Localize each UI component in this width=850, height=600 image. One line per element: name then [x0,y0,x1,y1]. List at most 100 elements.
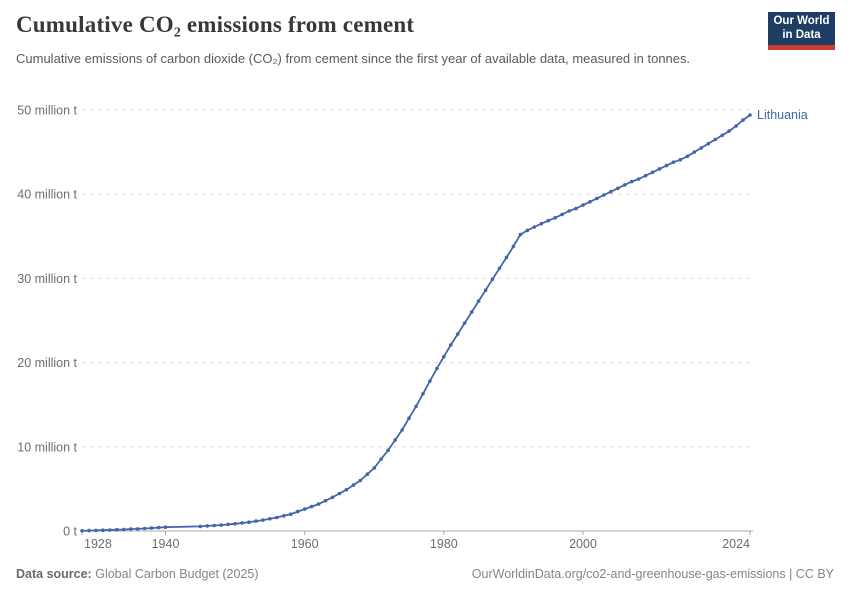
data-point [734,124,738,128]
data-point [358,478,363,483]
data-point [128,527,133,531]
data-point [254,519,258,523]
data-point [101,528,105,532]
data-point [309,504,314,509]
owid-logo-line1: Our World [773,14,830,27]
owid-logo[interactable]: Our World in Data [768,12,835,50]
data-point [122,527,126,532]
data-point [240,521,244,525]
data-point [316,502,321,506]
data-point [205,524,210,528]
data-point [351,483,356,487]
data-point [497,266,502,271]
data-point [94,528,98,533]
data-point [393,438,397,442]
data-point [469,310,474,314]
data-point [428,379,432,383]
chart-footer: Data source: Global Carbon Budget (2025)… [16,567,834,581]
data-point [442,354,446,359]
x-tick-label: 1928 [84,537,112,551]
data-point [588,200,592,204]
data-point [449,343,453,347]
data-point [407,416,411,421]
y-tick-label: 40 million t [17,188,77,202]
data-point [664,163,669,168]
data-source: Data source: Global Carbon Budget (2025) [16,567,259,581]
x-tick-label: 2000 [569,537,597,551]
data-point [386,448,391,453]
data-point [142,526,147,531]
data-point [163,525,168,529]
data-point [476,299,481,303]
data-point [365,472,370,477]
series-line-lithuania[interactable] [81,114,751,532]
data-point [602,193,606,197]
data-point [546,218,550,223]
data-point [595,196,599,201]
data-point [323,498,328,503]
data-point [135,527,140,531]
data-point [560,212,564,217]
data-point [149,526,154,530]
data-point [650,170,655,175]
data-point [609,189,613,194]
owid-logo-line2: in Data [782,28,821,41]
data-point [671,160,676,164]
data-point [685,154,690,159]
data-point [532,225,537,229]
data-point [400,428,404,432]
x-tick-label: 2024 [722,537,750,551]
data-point [636,177,641,181]
data-point [414,404,418,409]
data-point [692,150,697,154]
page-title: Cumulative CO₂ emissions from cement [16,12,415,37]
data-point [330,495,335,500]
y-tick-label: 0 t [63,525,77,539]
data-point [282,514,286,518]
data-point [156,525,161,530]
data-point [490,277,495,281]
line-chart-canvas[interactable]: 0 t 10 million t 20 million t 30 million t 4… [0,95,850,570]
x-tick-label: 1980 [430,537,458,551]
data-point [699,146,704,150]
data-point [727,129,731,133]
data-source-label: Data source: [16,567,92,581]
data-point [713,137,717,142]
data-point [553,216,557,220]
y-tick-label: 30 million t [17,272,77,286]
data-point [720,133,724,138]
x-tick-label: 1960 [291,537,319,551]
data-point [198,524,203,529]
data-point [108,528,112,532]
data-point [518,232,523,237]
data-point [212,523,216,528]
data-point [483,288,488,292]
data-source-value: Global Carbon Budget (2025) [95,567,259,581]
data-point [616,186,620,191]
data-point [741,118,745,122]
data-point [80,529,84,533]
data-point [623,183,627,187]
data-point [629,179,634,184]
data-point [706,141,711,146]
data-point [525,228,530,233]
y-tick-label: 20 million t [17,356,77,370]
y-tick-label: 50 million t [17,104,77,118]
data-point [247,520,251,524]
data-point [268,517,272,521]
y-tick-label: 10 million t [17,440,77,454]
data-point [115,527,119,532]
data-point [539,221,544,226]
data-point [337,491,342,496]
entity-label-lithuania[interactable]: Lithuania [757,108,808,122]
data-point [643,173,648,178]
data-point [302,507,307,511]
data-point [581,203,585,207]
data-point [567,209,571,213]
data-point [344,487,349,492]
data-point [421,392,425,396]
data-point [295,509,300,514]
data-point [462,321,467,325]
data-point [574,206,578,211]
license-note[interactable]: OurWorldinData.org/co2-and-greenhouse-ga… [471,567,834,581]
